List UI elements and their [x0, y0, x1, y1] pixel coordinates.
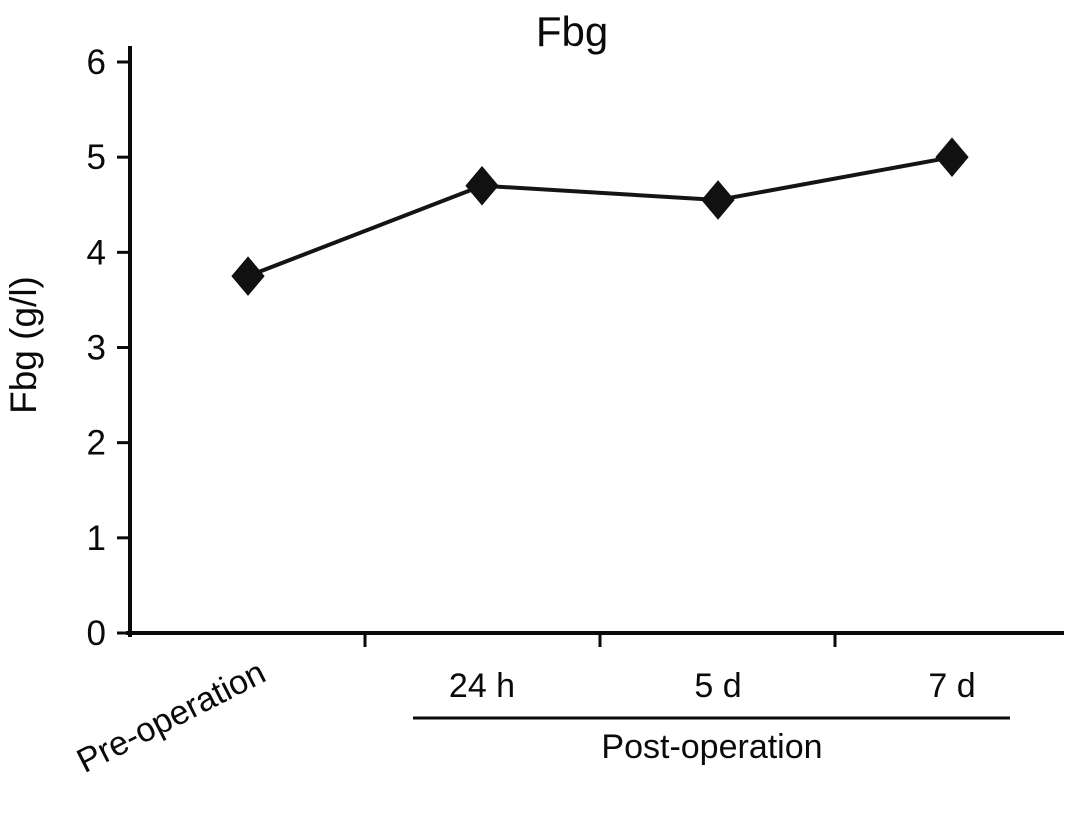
- data-line: [247, 155, 953, 278]
- x-label-2: 5 d: [694, 667, 741, 705]
- x-label-3: 7 d: [928, 667, 975, 705]
- y-axis-label: Fbg (g/l): [3, 276, 44, 414]
- x-group-label: Post-operation: [601, 728, 822, 766]
- chart-title: Fbg: [536, 8, 608, 55]
- y-tick-label: 6: [87, 43, 106, 82]
- x-label-1: 24 h: [449, 667, 515, 705]
- y-tick-label: 4: [87, 233, 106, 272]
- data-series: [231, 137, 969, 296]
- y-tick-label: 3: [87, 329, 106, 368]
- y-tick-label: 5: [87, 138, 106, 177]
- y-tick-label: 1: [87, 519, 106, 558]
- data-point-marker-1: [465, 165, 499, 206]
- data-point-marker-2: [701, 180, 735, 220]
- x-label-pre-operation: Pre-operation: [71, 653, 272, 780]
- data-point-marker-3: [935, 137, 969, 177]
- data-point-marker-0: [231, 256, 265, 296]
- axes: 0 1 2 3 4 5 6: [87, 43, 1064, 653]
- y-tick-label: 2: [87, 424, 106, 463]
- y-tick-label: 0: [87, 614, 106, 653]
